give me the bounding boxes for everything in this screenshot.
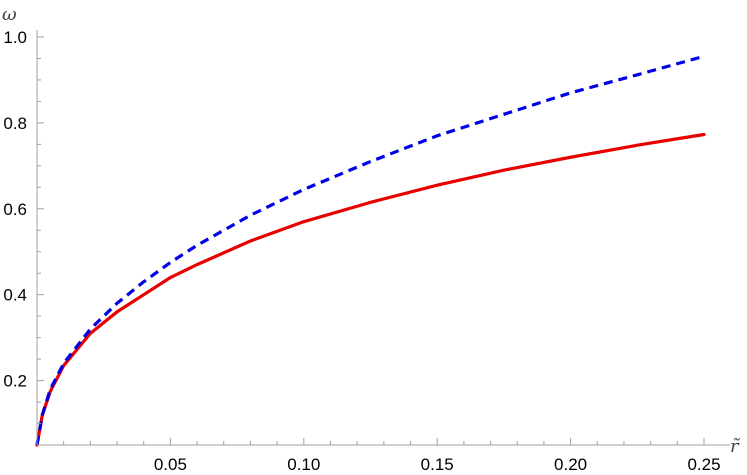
- series-line-1: [35, 132, 706, 447]
- x-tick-label: 0.25: [687, 455, 720, 474]
- x-tick-label: 0.05: [154, 455, 187, 474]
- axes: 0.05 0.10 0.15 0.20 0.25 0.2 0.4 0.6 0.8 1.0: [3, 28, 730, 474]
- x-tick-label: 0.10: [287, 455, 320, 474]
- plot-area: [35, 54, 706, 447]
- y-tick-label: 0.4: [3, 286, 27, 305]
- series-line-2: [35, 54, 705, 446]
- x-tick-label: 0.15: [421, 455, 454, 474]
- y-tick-label: 1.0: [3, 28, 27, 47]
- y-tick-label: 0.2: [3, 372, 27, 391]
- y-axis-title: ω: [2, 4, 17, 25]
- x-tick-label: 0.20: [554, 455, 587, 474]
- y-tick-label: 0.8: [3, 114, 27, 133]
- x-axis-title: r̃: [730, 436, 740, 457]
- y-tick-label: 0.6: [3, 200, 27, 219]
